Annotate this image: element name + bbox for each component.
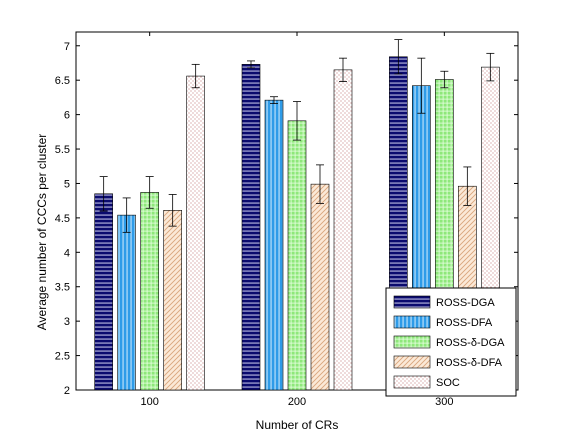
y-tick-label: 4.5 <box>55 213 70 225</box>
legend-label: ROSS-DGA <box>436 297 495 309</box>
x-axis-label: Number of CRs <box>256 418 339 432</box>
y-tick-label: 5 <box>64 178 70 190</box>
legend-label: ROSS-δ-DFA <box>436 357 503 369</box>
x-tick-label: 100 <box>140 396 158 408</box>
legend-label: ROSS-δ-DGA <box>436 337 505 349</box>
y-tick-label: 3.5 <box>55 282 70 294</box>
legend-swatch-hstripe <box>393 295 431 309</box>
y-axis-ticks: 2 2.5 3 3.5 4 4.5 5 5.5 6 6.5 7 <box>55 41 518 397</box>
legend-swatch-dots <box>393 375 431 389</box>
bar-grid-200 <box>287 120 307 391</box>
legend-swatch-vstripe <box>393 315 431 329</box>
x-tick-label: 200 <box>288 396 306 408</box>
legend-label: SOC <box>436 377 460 389</box>
y-tick-label: 4 <box>64 247 70 259</box>
bar-grid-100 <box>140 192 159 391</box>
bar-vstripe-200 <box>264 99 284 391</box>
legend-swatch-diag <box>393 355 431 369</box>
legend: ROSS-DGA ROSS-DFA ROSS-δ-DGA ROSS-δ-DFA SOC <box>385 287 517 397</box>
y-tick-label: 3 <box>64 316 70 328</box>
bar-hstripe-100 <box>94 193 113 391</box>
y-tick-label: 6 <box>64 110 70 122</box>
x-tick-label: 300 <box>435 396 453 408</box>
bar-dots-200 <box>333 69 353 391</box>
bar-hstripe-200 <box>241 64 261 391</box>
y-tick-label: 5.5 <box>55 144 70 156</box>
bar-diag-200 <box>310 183 330 391</box>
y-tick-label: 2.5 <box>55 351 70 363</box>
bar-diag-100 <box>163 210 182 391</box>
bar-dots-100 <box>186 75 205 391</box>
legend-label: ROSS-DFA <box>436 317 493 329</box>
y-tick-label: 2 <box>64 385 70 397</box>
legend-swatch-grid <box>393 335 431 349</box>
error-bars <box>99 39 495 233</box>
y-tick-label: 7 <box>64 41 70 53</box>
y-axis-label: Average number of CCCs per cluster <box>35 134 49 331</box>
y-tick-label: 6.5 <box>55 75 70 87</box>
bar-vstripe-100 <box>117 214 136 391</box>
